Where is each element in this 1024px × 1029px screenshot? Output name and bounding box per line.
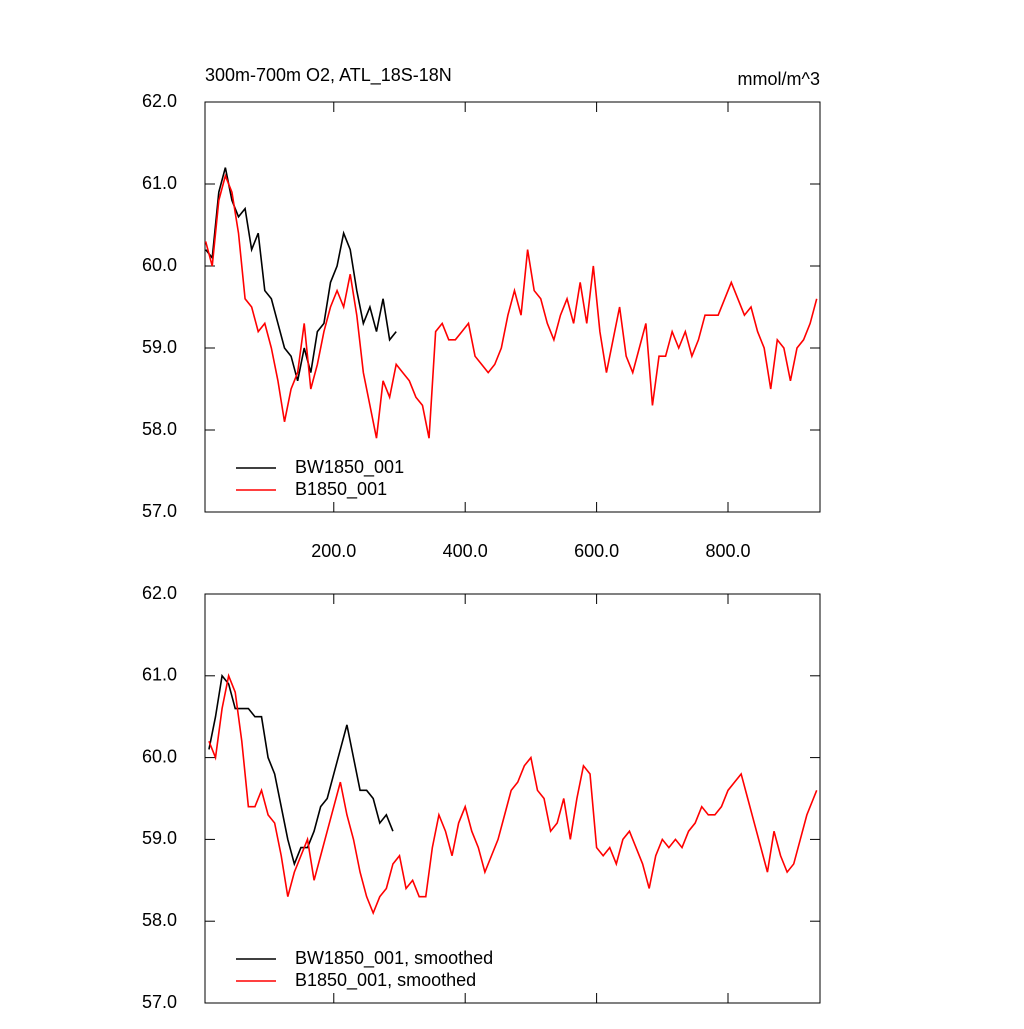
y-tick-label: 62.0 <box>142 91 177 111</box>
x-tick-label: 200.0 <box>311 541 356 561</box>
legend-label: B1850_001 <box>295 479 387 500</box>
y-tick-label: 62.0 <box>142 583 177 603</box>
x-tick-label: 400.0 <box>443 541 488 561</box>
data-line <box>208 673 394 867</box>
data-line <box>205 167 397 382</box>
y-tick-label: 61.0 <box>142 173 177 193</box>
data-line <box>208 673 818 916</box>
legend-label: BW1850_001, smoothed <box>295 948 493 969</box>
legend-label: B1850_001, smoothed <box>295 970 476 991</box>
x-tick-label: 600.0 <box>574 541 619 561</box>
y-tick-label: 57.0 <box>142 501 177 521</box>
y-tick-label: 60.0 <box>142 255 177 275</box>
data-line <box>204 173 818 439</box>
y-tick-label: 58.0 <box>142 910 177 930</box>
plot-frame <box>204 101 821 513</box>
legend-label: BW1850_001 <box>295 457 404 478</box>
y-tick-label: 58.0 <box>142 419 177 439</box>
y-tick-label: 61.0 <box>142 665 177 685</box>
y-tick-label: 59.0 <box>142 828 177 848</box>
y-tick-label: 57.0 <box>142 992 177 1012</box>
plot-frame <box>204 593 821 1004</box>
x-tick-label: 800.0 <box>705 541 750 561</box>
y-tick-label: 59.0 <box>142 337 177 357</box>
y-tick-label: 60.0 <box>142 746 177 766</box>
chart-title: 300m-700m O2, ATL_18S-18N <box>205 65 452 86</box>
units-label: mmol/m^3 <box>738 69 820 89</box>
